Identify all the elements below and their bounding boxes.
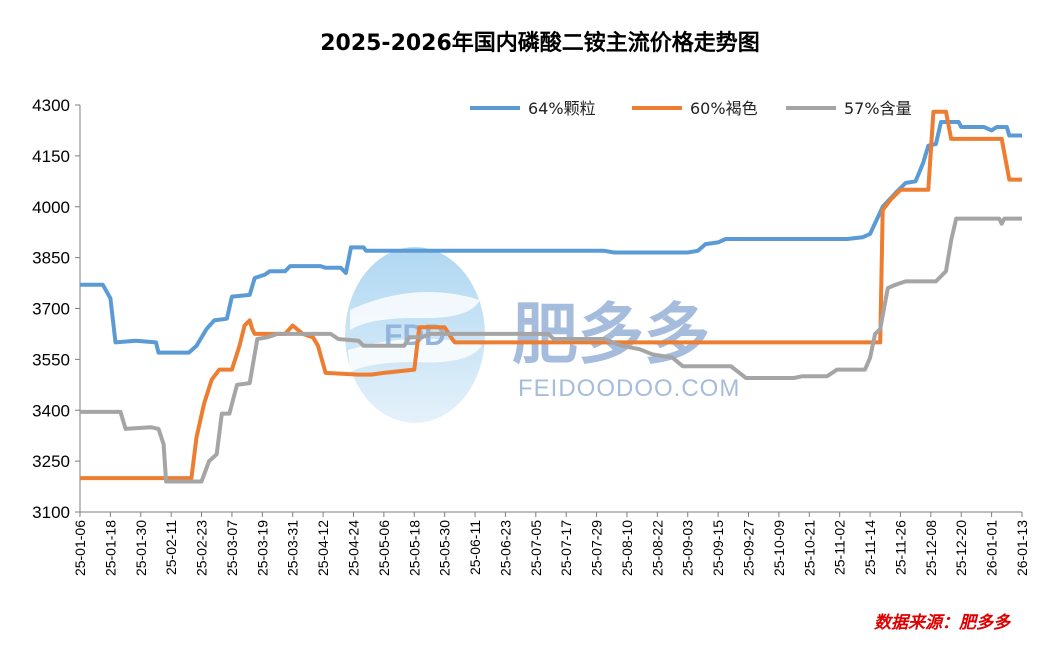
x-tick-label: 25-09-15 xyxy=(710,520,726,576)
x-tick-label: 25-10-21 xyxy=(801,520,817,576)
legend: 64%颗粒 60%褐色 57%含量 xyxy=(470,99,912,118)
x-tick-label: 25-11-02 xyxy=(832,520,848,575)
x-tick-label: 25-08-22 xyxy=(649,520,665,576)
x-tick-label: 25-07-05 xyxy=(528,520,544,576)
series-lines xyxy=(80,109,1022,484)
x-tick-label: 26-01-13 xyxy=(1014,520,1030,576)
x-tick-label: 25-07-29 xyxy=(589,520,605,576)
y-tick-label: 3700 xyxy=(32,300,70,319)
x-tick-label: 25-02-23 xyxy=(194,520,210,576)
x-tick-label: 25-05-30 xyxy=(437,520,453,576)
x-tick-label: 25-11-26 xyxy=(892,520,908,575)
x-tick-label: 25-04-12 xyxy=(315,520,331,576)
chart-title: 2025-2026年国内磷酸二铵主流价格走势图 xyxy=(320,30,760,56)
legend-label-1: 60%褐色 xyxy=(690,99,758,118)
series-line-1 xyxy=(80,109,1022,481)
x-tick-label: 25-08-10 xyxy=(619,520,635,576)
axes: 3100 3250 3400 3550 3700 3850 4000 4150 4300 25-0… xyxy=(32,96,1030,576)
x-tick-label: 25-01-30 xyxy=(133,520,149,576)
x-tick-label: 25-02-11 xyxy=(163,520,179,575)
y-tick-label: 3250 xyxy=(32,452,70,471)
y-tick-label: 3100 xyxy=(32,503,70,522)
y-tick-label: 3550 xyxy=(32,350,70,369)
x-tick-label: 25-03-31 xyxy=(285,520,301,576)
watermark-url: FEIDOODOO.COM xyxy=(518,375,740,402)
x-tick-label: 25-09-03 xyxy=(680,520,696,576)
x-tick-label: 25-01-18 xyxy=(102,520,118,576)
x-tick-label: 25-06-11 xyxy=(467,520,483,575)
x-tick-label: 25-06-23 xyxy=(497,520,513,576)
x-tick-label: 25-04-24 xyxy=(345,520,361,576)
x-tick-label: 25-12-20 xyxy=(953,520,969,576)
x-tick-label: 25-10-09 xyxy=(771,520,787,576)
legend-label-2: 57%含量 xyxy=(844,99,912,118)
x-tick-label: 26-01-01 xyxy=(984,520,1000,576)
x-tick-label: 25-07-17 xyxy=(558,520,574,576)
x-tick-label: 25-11-14 xyxy=(862,520,878,575)
series-line-0 xyxy=(80,120,1022,355)
y-tick-label: 3850 xyxy=(32,249,70,268)
x-tick-label: 25-05-18 xyxy=(406,520,422,576)
data-source-note: 数据来源：肥多多 xyxy=(874,613,1012,633)
y-tick-label: 4000 xyxy=(32,198,70,217)
x-tick-label: 25-03-19 xyxy=(254,520,270,576)
x-tick-label: 25-09-27 xyxy=(741,520,757,576)
x-tick-label: 25-01-06 xyxy=(72,520,88,576)
x-tick-label: 25-12-08 xyxy=(923,520,939,576)
y-tick-label: 4150 xyxy=(32,147,70,166)
series-line-2 xyxy=(80,216,1022,484)
legend-label-0: 64%颗粒 xyxy=(528,99,596,118)
y-tick-label: 4300 xyxy=(32,96,70,115)
x-tick-label: 25-05-06 xyxy=(376,520,392,576)
y-tick-label: 3400 xyxy=(32,401,70,420)
x-tick-label: 25-03-07 xyxy=(224,520,240,576)
